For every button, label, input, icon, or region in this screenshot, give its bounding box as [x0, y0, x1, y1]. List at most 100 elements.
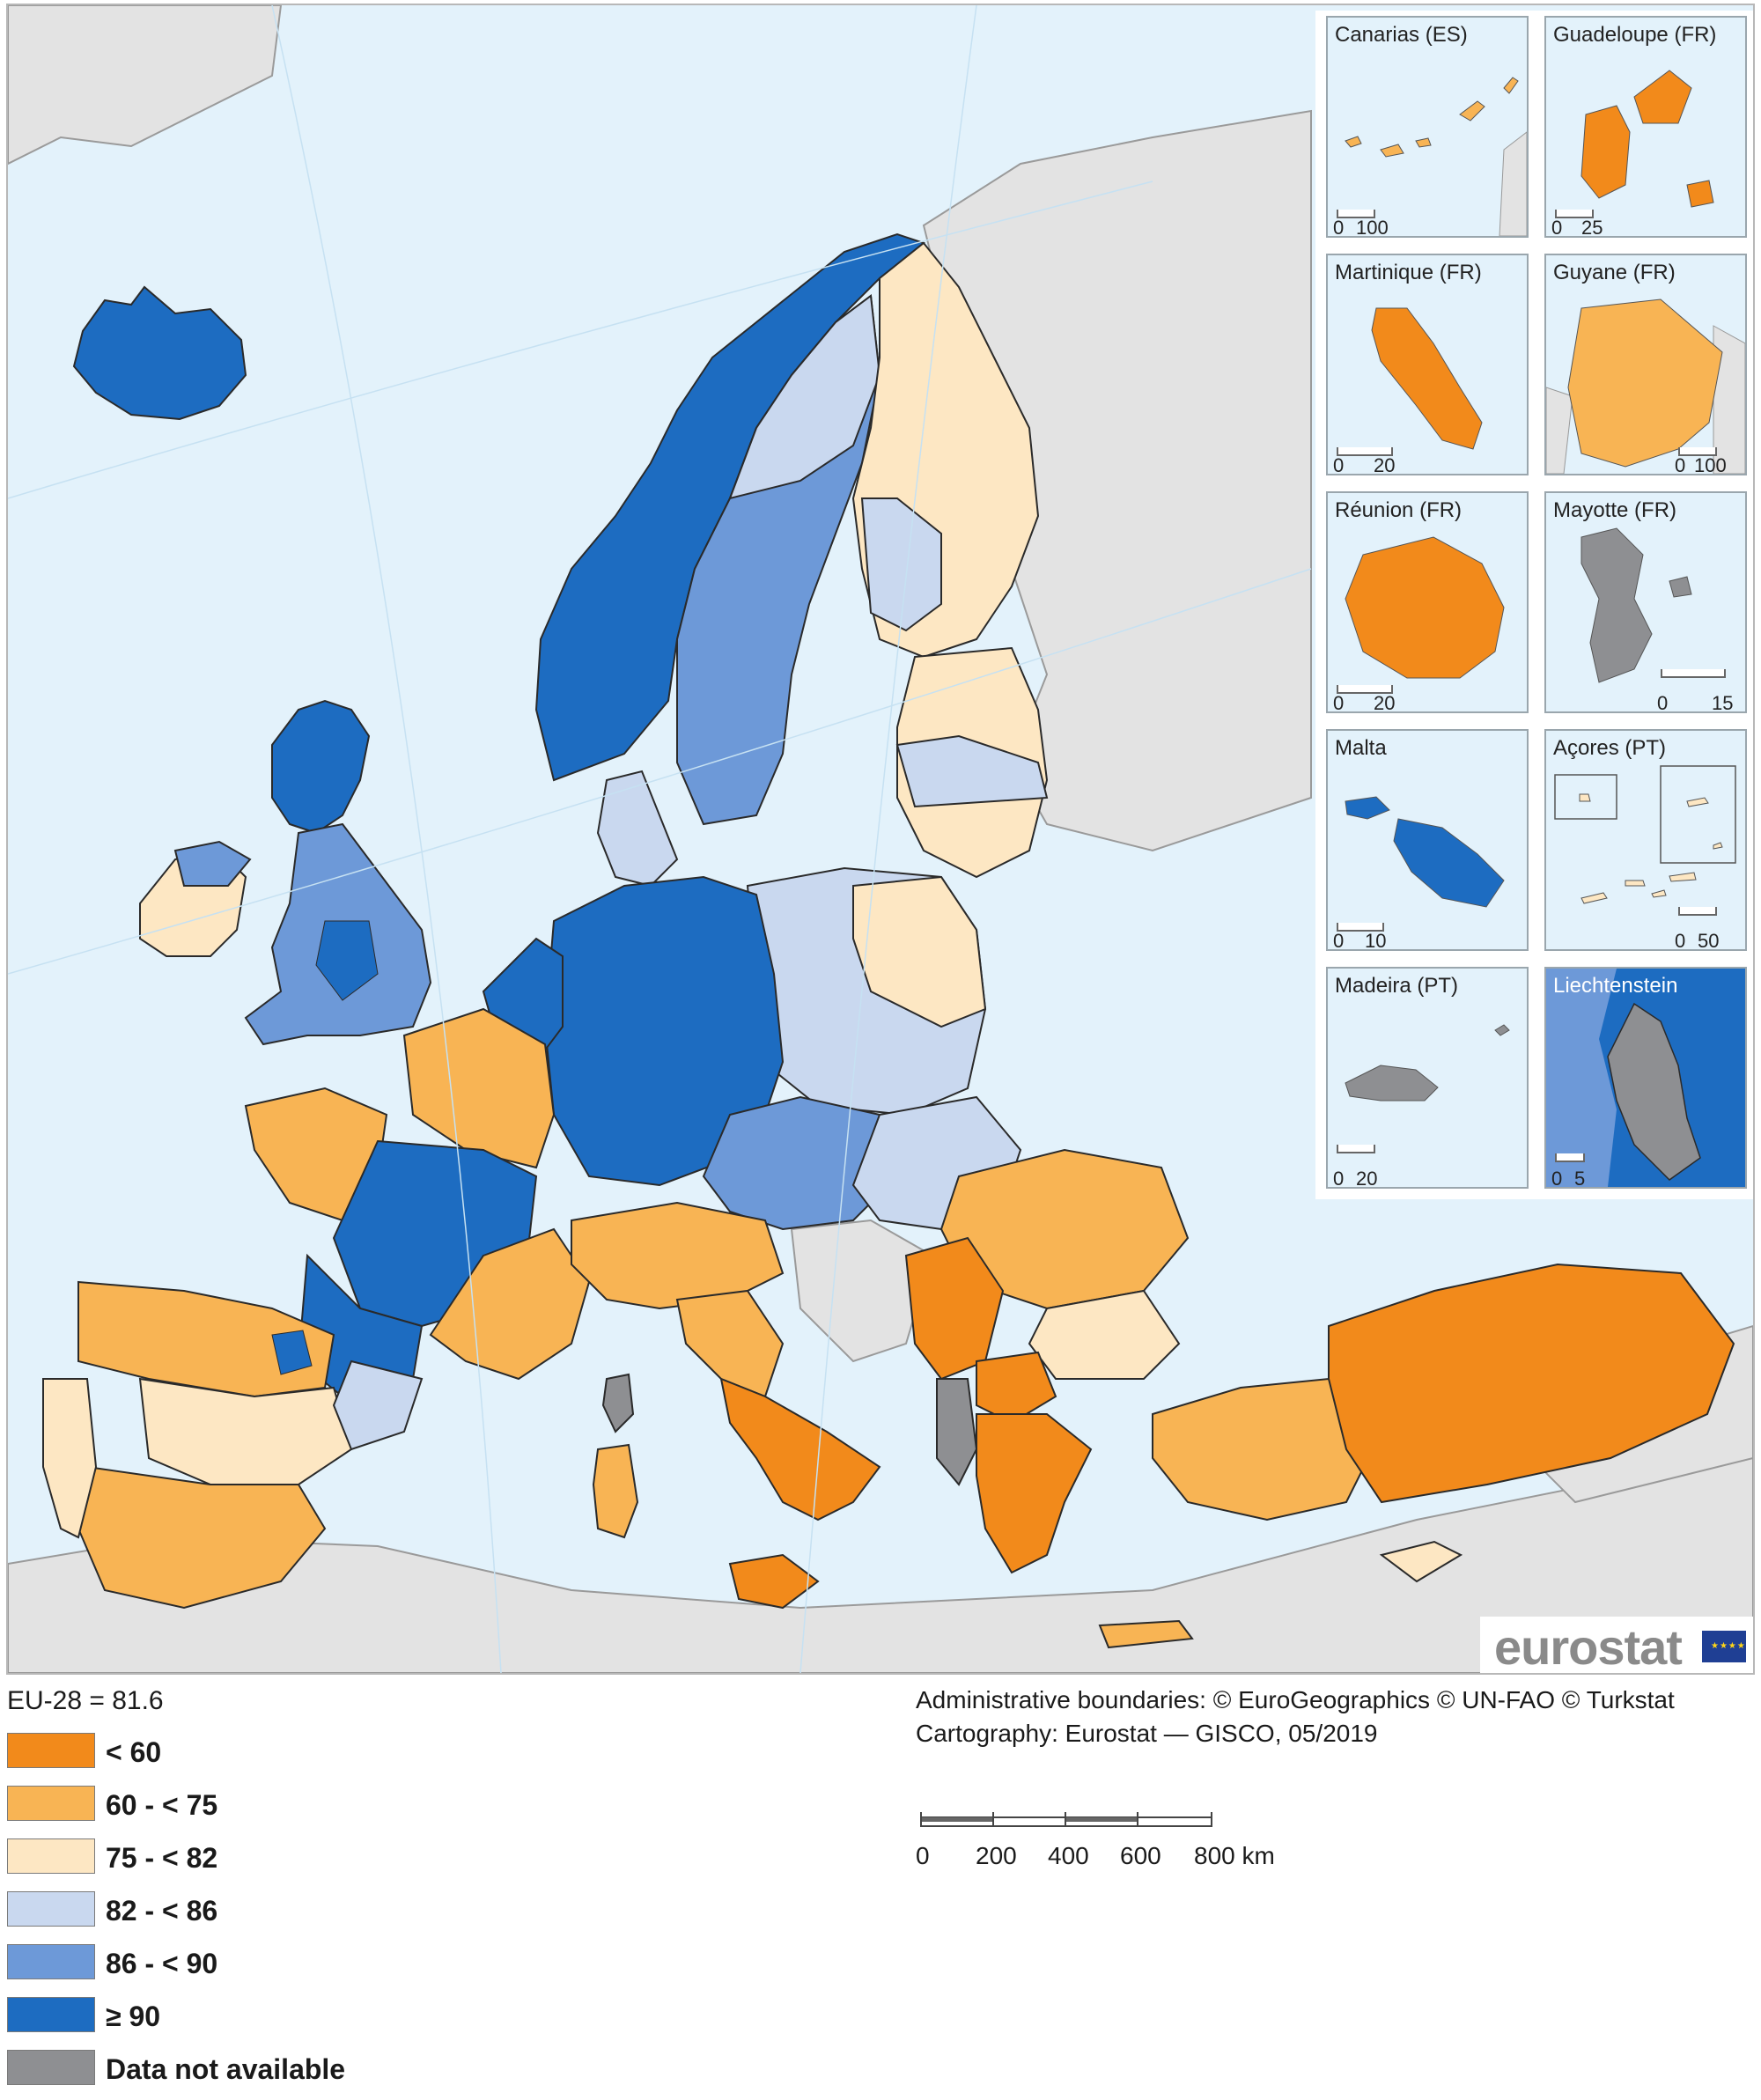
inset-title: Réunion (FR): [1335, 498, 1463, 522]
inset-scale-start: 0: [1675, 454, 1686, 475]
inset-scale-end: 5: [1574, 1168, 1586, 1189]
scale-bar: 0 200 400 600 800 km: [916, 1805, 1275, 1884]
graticule: [8, 5, 1312, 1673]
inset-map: [1345, 796, 1505, 908]
inset-map: [1345, 77, 1527, 236]
inset-scale-bar: [1555, 1153, 1585, 1162]
inset-malta: Malta 0 10: [1326, 729, 1529, 951]
europe-map: [8, 5, 1753, 1673]
inset-scale-start: 0: [1333, 1168, 1345, 1189]
inset-map: [1371, 307, 1483, 450]
region-sicily: [728, 1553, 820, 1610]
inset-scale-start: 0: [1657, 692, 1669, 713]
region-poland-east: [852, 875, 987, 1028]
inset-scale-bar: [1337, 923, 1384, 932]
region-sweden-north: [728, 294, 881, 500]
inset-martinique: Martinique (FR) 0 20: [1326, 254, 1529, 475]
inset-map: [1580, 527, 1692, 683]
inset-title: Canarias (ES): [1335, 23, 1468, 47]
map-credits: Administrative boundaries: © EuroGeograp…: [916, 1684, 1675, 1750]
inset-scale-bar: [1337, 210, 1375, 218]
legend-swatch: [7, 1944, 95, 1979]
region-london: [315, 920, 379, 1001]
balkans-non-eu: [790, 1219, 934, 1363]
legend-title: EU-28 = 81.6: [7, 1686, 164, 1715]
region-crete: [1098, 1619, 1194, 1649]
inset-scale-start: 0: [1675, 930, 1686, 951]
region-iceland: [72, 285, 247, 421]
inset-title: Martinique (FR): [1335, 261, 1482, 284]
inset-title: Guadeloupe (FR): [1553, 23, 1717, 47]
legend-label: 86 - < 90: [106, 1948, 218, 1979]
map-frame: Canarias (ES) 0 100 Guadeloupe (FR) 0 25…: [6, 4, 1755, 1675]
region-denmark: [596, 770, 679, 888]
inset-scale-bar: [1661, 669, 1726, 678]
legend-item: 86 - < 90: [7, 1944, 377, 1981]
inset-map: [1554, 765, 1736, 904]
legend-swatch: [7, 1997, 95, 2032]
inset-scale-start: 0: [1551, 1168, 1563, 1189]
inset-map: [1546, 298, 1745, 474]
region-spain-south: [77, 1465, 327, 1610]
region-sardinia: [592, 1443, 639, 1539]
inset-acores: Açores (PT) 0 50: [1544, 729, 1747, 951]
legend-item: 82 - < 86: [7, 1891, 377, 1928]
legend-item: Data not available: [7, 2050, 377, 2087]
scale-label: 200: [976, 1842, 1017, 1869]
legend-item: ≥ 90: [7, 1997, 377, 2034]
legend-swatch: [7, 1786, 95, 1821]
scale-label: 600: [1120, 1842, 1161, 1869]
legend-label: 75 - < 82: [106, 1842, 218, 1874]
credits-boundaries: Administrative boundaries: © EuroGeograp…: [916, 1686, 1675, 1713]
inset-scale-start: 0: [1333, 692, 1345, 713]
legend-item: 60 - < 75: [7, 1786, 377, 1823]
greenland: [8, 5, 283, 166]
legend-label: Data not available: [106, 2053, 346, 2085]
inset-scale-end: 100: [1694, 454, 1727, 475]
region-italy-north: [571, 1201, 785, 1310]
inset-map: [1546, 969, 1701, 1187]
legend-label: < 60: [106, 1736, 162, 1768]
region-albania: [936, 1378, 978, 1486]
inset-scale-end: 50: [1698, 930, 1720, 951]
region-madrid: [271, 1330, 313, 1375]
inset-scale-bar: [1678, 907, 1717, 916]
inset-map: [1345, 1024, 1510, 1102]
region-spain-centre: [138, 1377, 353, 1485]
region-corsica: [601, 1373, 635, 1433]
inset-scale-end: 20: [1374, 692, 1396, 713]
inset-scale-end: 20: [1356, 1168, 1378, 1189]
region-turkey-east: [1328, 1263, 1735, 1504]
inset-scale-bar: [1678, 447, 1717, 456]
inset-scale-bar: [1555, 210, 1594, 218]
region-france-north: [402, 1007, 556, 1169]
inset-title: Liechtenstein: [1553, 974, 1678, 998]
inset-guadeloupe: Guadeloupe (FR) 0 25: [1544, 16, 1747, 238]
inset-title: Açores (PT): [1553, 736, 1667, 760]
inset-canarias: Canarias (ES) 0 100: [1326, 16, 1529, 238]
region-bulgaria: [1028, 1289, 1181, 1380]
region-italy-centre: [675, 1289, 785, 1398]
legend-swatch: [7, 1891, 95, 1927]
legend-swatch: [7, 2050, 95, 2085]
legend-swatch: [7, 1733, 95, 1768]
legend-item: < 60: [7, 1733, 377, 1770]
region-spain-north: [77, 1280, 335, 1398]
legend-label: 82 - < 86: [106, 1895, 218, 1927]
inset-guyane: Guyane (FR) 0 100: [1544, 254, 1747, 475]
region-scotland: [271, 699, 371, 835]
inset-title: Malta: [1335, 736, 1387, 760]
scale-bar-graphic: [920, 1812, 1212, 1827]
scale-label: 0: [916, 1842, 930, 1869]
inset-title: Mayotte (FR): [1553, 498, 1677, 522]
inset-scale-start: 0: [1333, 930, 1345, 951]
inset-scale-end: 100: [1356, 217, 1389, 238]
inset-scale-end: 25: [1581, 217, 1603, 238]
eurostat-logo-text: eurostat: [1494, 1619, 1683, 1675]
legend-label: 60 - < 75: [106, 1789, 218, 1821]
inset-madeira: Madeira (PT) 0 20: [1326, 967, 1529, 1189]
eurostat-logo: eurostat ★★★★: [1480, 1617, 1753, 1673]
inset-scale-end: 10: [1365, 930, 1387, 951]
inset-map: [1345, 536, 1505, 679]
legend-label: ≥ 90: [106, 2001, 161, 2032]
